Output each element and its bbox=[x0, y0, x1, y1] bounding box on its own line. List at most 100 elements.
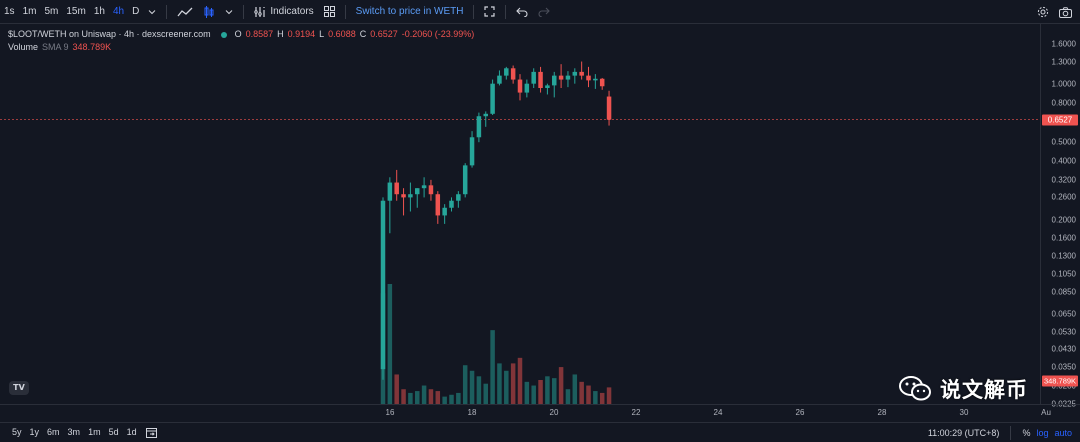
toolbar-right bbox=[1037, 0, 1072, 24]
volume-bar bbox=[435, 391, 441, 404]
price-tick: 1.3000 bbox=[1051, 57, 1076, 67]
timeframe-4h[interactable]: 4h bbox=[112, 5, 125, 17]
candle-body bbox=[504, 68, 509, 76]
time-tick: 16 bbox=[385, 408, 395, 417]
toolbar-divider bbox=[473, 4, 475, 19]
range-1d[interactable]: 1d bbox=[126, 427, 137, 437]
candle-body bbox=[558, 75, 564, 80]
close-value: 0.6527 bbox=[370, 29, 398, 39]
range-1y[interactable]: 1y bbox=[29, 427, 40, 437]
range-5d[interactable]: 5d bbox=[108, 427, 119, 437]
timeframe-1m[interactable]: 1m bbox=[22, 5, 37, 17]
chevron-down-icon[interactable] bbox=[143, 8, 161, 16]
price-tick: 0.2000 bbox=[1051, 215, 1076, 225]
candle-body bbox=[497, 75, 502, 84]
volume-bar bbox=[545, 376, 550, 404]
high-value: 0.9194 bbox=[287, 29, 316, 39]
price-tick: 0.0350 bbox=[1051, 362, 1076, 372]
toolbar-divider bbox=[1010, 425, 1012, 440]
timeframe-D[interactable]: D bbox=[132, 5, 140, 17]
volume-bar bbox=[476, 376, 482, 404]
candles-chart-type-icon[interactable] bbox=[198, 5, 220, 19]
volume-bar bbox=[462, 365, 468, 404]
time-tick: 22 bbox=[631, 408, 641, 417]
volume-bar bbox=[408, 392, 413, 404]
price-axis[interactable]: 1.6000 1.3000 1.0000 0.8000 0.5000 0.4000 0.32… bbox=[1040, 24, 1080, 409]
range-1m[interactable]: 1m bbox=[88, 427, 101, 437]
timeframe-1h[interactable]: 1h bbox=[93, 5, 105, 17]
camera-icon[interactable] bbox=[1059, 6, 1072, 18]
candle-body bbox=[545, 85, 550, 89]
candle-body bbox=[476, 116, 482, 138]
range-3m[interactable]: 3m bbox=[67, 427, 81, 437]
settings-gear-icon[interactable] bbox=[1037, 6, 1049, 18]
wechat-icon bbox=[898, 375, 932, 403]
redo-icon[interactable] bbox=[533, 7, 555, 17]
price-tick: 0.0650 bbox=[1051, 309, 1076, 319]
volume-bar bbox=[531, 385, 536, 404]
volume-bar bbox=[558, 367, 564, 404]
clock[interactable]: 11:00:29 (UTC+8) bbox=[927, 427, 1000, 438]
layout-grid-icon[interactable] bbox=[319, 6, 340, 17]
bottom-right-tools: 11:00:29 (UTC+8) % log auto bbox=[928, 423, 1072, 442]
candle-body bbox=[490, 83, 495, 114]
price-tick: 0.1600 bbox=[1051, 233, 1076, 243]
chevron-down-icon[interactable] bbox=[220, 8, 238, 16]
candle-body bbox=[462, 165, 468, 195]
range-5y[interactable]: 5y bbox=[12, 427, 22, 437]
candle-body bbox=[510, 68, 516, 80]
time-axis[interactable]: 16 18 20 22 24 26 28 30 Au bbox=[0, 404, 1080, 419]
chart-legend: $LOOT/WETH on Uniswap · 4h · dexscreener… bbox=[8, 28, 474, 54]
candle-body bbox=[442, 207, 447, 216]
candle-body bbox=[387, 182, 393, 201]
pair-title[interactable]: $LOOT/WETH on Uniswap · 4h · dexscreener… bbox=[8, 29, 211, 39]
volume-bar bbox=[586, 385, 591, 404]
volume-bar bbox=[415, 391, 420, 404]
candle-body bbox=[456, 194, 461, 201]
candle-body bbox=[531, 71, 536, 84]
volume-label[interactable]: Volume bbox=[8, 42, 39, 52]
sma-label: SMA 9 bbox=[42, 42, 69, 52]
line-chart-type-icon[interactable] bbox=[172, 6, 198, 18]
bottom-toolbar: 5y 1y 6m 3m 1m 5d 1d 11:00:29 (UTC+8) % log au… bbox=[0, 422, 1080, 441]
volume-legend-row: Volume SMA 9 348.789K bbox=[8, 41, 474, 54]
tradingview-logo[interactable]: TV bbox=[9, 381, 29, 395]
volume-bar bbox=[387, 284, 393, 404]
candle-body bbox=[565, 75, 571, 80]
candle-body bbox=[408, 194, 413, 198]
price-chart[interactable] bbox=[0, 24, 1040, 404]
open-value: 0.8587 bbox=[245, 29, 274, 39]
price-tick: 0.4000 bbox=[1051, 156, 1076, 166]
close-label: C bbox=[359, 29, 367, 39]
candle-body bbox=[586, 75, 591, 81]
indicators-button[interactable]: Indicators bbox=[249, 6, 318, 18]
undo-icon[interactable] bbox=[511, 7, 533, 17]
percent-toggle[interactable]: % bbox=[1022, 427, 1031, 438]
log-toggle[interactable]: log bbox=[1036, 427, 1049, 438]
calendar-range-icon[interactable] bbox=[141, 427, 162, 438]
auto-toggle[interactable]: auto bbox=[1054, 427, 1072, 438]
volume-bar bbox=[606, 387, 612, 404]
fullscreen-icon[interactable] bbox=[479, 6, 500, 17]
top-toolbar: 1s 1m 5m 15m 1h 4h D Indicators Switch to pric… bbox=[0, 0, 1080, 24]
time-tick: 18 bbox=[467, 408, 477, 417]
timeframe-5m[interactable]: 5m bbox=[44, 5, 59, 17]
toolbar-divider bbox=[505, 4, 507, 19]
wechat-watermark: 说文解币 bbox=[898, 374, 1028, 404]
toolbar-divider bbox=[166, 4, 168, 19]
price-tick: 0.8000 bbox=[1051, 98, 1076, 108]
time-tick: 28 bbox=[877, 408, 887, 417]
candle-body bbox=[552, 75, 557, 86]
candle-body bbox=[572, 71, 578, 76]
timeframe-15m[interactable]: 15m bbox=[66, 5, 86, 17]
timeframe-1s[interactable]: 1s bbox=[4, 5, 15, 17]
range-6m[interactable]: 6m bbox=[47, 427, 60, 437]
volume-bar bbox=[579, 381, 584, 404]
switch-price-button[interactable]: Switch to price in WETH bbox=[355, 6, 464, 17]
high-label: H bbox=[277, 29, 284, 39]
candle-body bbox=[401, 194, 406, 198]
time-tick: 26 bbox=[795, 408, 805, 417]
volume-bar bbox=[599, 392, 605, 404]
watermark-text: 说文解币 bbox=[940, 378, 1028, 402]
price-tick: 0.1050 bbox=[1051, 269, 1076, 279]
